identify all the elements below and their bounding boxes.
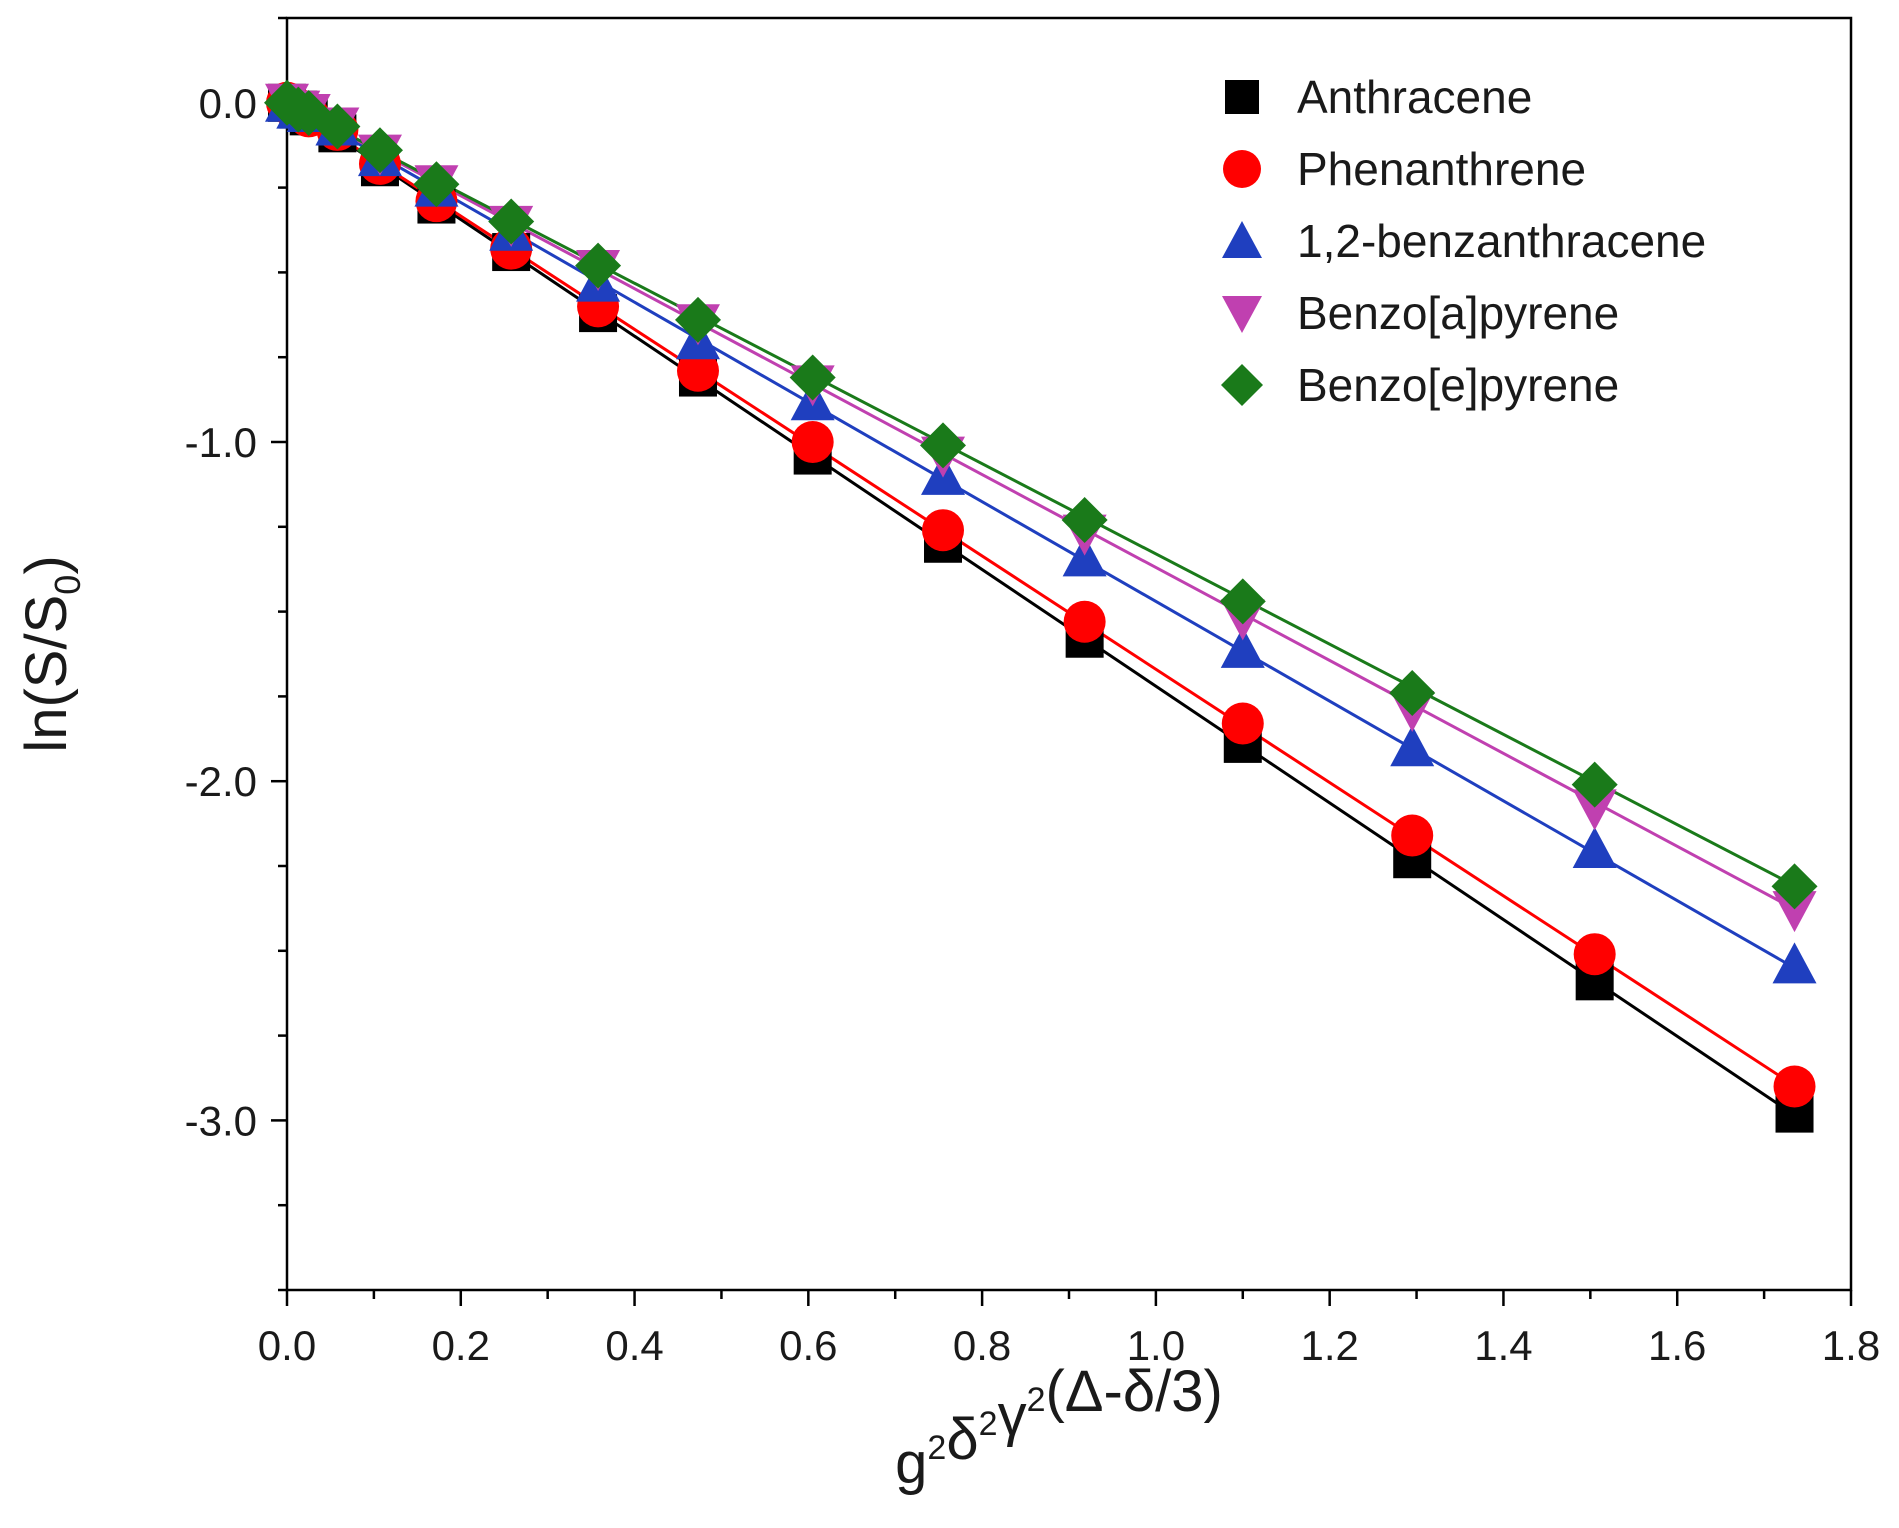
y-tick-label: 0.0 [199, 80, 257, 127]
x-tick-label: 0.0 [258, 1322, 316, 1369]
legend-marker-2 [1223, 150, 1261, 188]
x-tick-label: 1.4 [1474, 1322, 1532, 1369]
data-point-series-2 [1391, 814, 1434, 857]
x-tick-label: 0.6 [779, 1322, 837, 1369]
data-markers [264, 79, 1818, 1133]
x-tick-label: 0.8 [953, 1322, 1011, 1369]
x-tick-label: 1.6 [1648, 1322, 1706, 1369]
legend-label-5: Benzo[e]pyrene [1297, 359, 1619, 411]
data-point-series-3 [1220, 626, 1265, 668]
data-point-series-2 [1063, 600, 1106, 643]
data-point-series-2 [1573, 933, 1616, 976]
data-point-series-5 [314, 103, 361, 150]
data-point-series-5 [920, 422, 967, 469]
legend-label-2: Phenanthrene [1297, 143, 1586, 195]
data-point-series-2 [1221, 702, 1264, 745]
legend-marker-5 [1221, 364, 1263, 406]
data-point-series-3 [1772, 942, 1817, 984]
x-tick-label: 1.0 [1127, 1322, 1185, 1369]
legend-label-1: Anthracene [1297, 71, 1532, 123]
y-axis-title: ln(S/S0) [14, 555, 88, 752]
data-point-series-5 [1061, 497, 1108, 544]
legend-marker-4 [1222, 296, 1262, 333]
fit-line-3 [286, 101, 1796, 970]
data-point-series-5 [1219, 578, 1266, 625]
y-tick-label: -1.0 [185, 419, 257, 466]
y-tick-label: -3.0 [185, 1097, 257, 1144]
data-point-series-5 [413, 161, 460, 208]
x-axis-title: g2δ2γ2(Δ-δ/3) [895, 1359, 1223, 1496]
legend-label-4: Benzo[a]pyrene [1297, 287, 1619, 339]
data-point-series-5 [356, 127, 403, 174]
data-point-series-5 [1389, 670, 1436, 717]
fit-lines [286, 101, 1796, 1117]
x-tick-label: 0.2 [432, 1322, 490, 1369]
y-tick-label: -2.0 [185, 758, 257, 805]
data-point-series-2 [1773, 1065, 1816, 1108]
data-point-series-3 [1572, 827, 1617, 869]
data-point-series-4 [1572, 789, 1617, 831]
legend-marker-3 [1222, 221, 1262, 258]
fit-line-2 [286, 101, 1796, 1087]
legend-label-3: 1,2-benzanthracene [1297, 215, 1706, 267]
data-point-series-5 [1571, 761, 1618, 808]
data-point-series-5 [1771, 863, 1818, 910]
legend: Anthracene Phenanthrene 1,2-benzanthracene… [1221, 71, 1706, 411]
data-point-series-5 [575, 242, 622, 289]
x-tick-label: 1.2 [1300, 1322, 1358, 1369]
fit-line-4 [286, 101, 1796, 911]
legend-marker-1 [1225, 80, 1259, 114]
data-point-series-5 [488, 198, 535, 245]
data-point-series-3 [1062, 535, 1107, 577]
data-point-series-5 [674, 296, 721, 343]
data-point-series-4 [1772, 891, 1817, 933]
data-point-series-2 [791, 421, 834, 463]
fit-line-1 [286, 101, 1796, 1117]
fit-line-5 [286, 101, 1796, 887]
data-point-series-2 [676, 349, 719, 392]
data-point-series-5 [789, 354, 836, 401]
data-point-series-2 [922, 509, 965, 552]
x-tick-label: 1.8 [1822, 1322, 1880, 1369]
data-point-series-3 [1390, 725, 1435, 767]
x-tick-label: 0.4 [605, 1322, 663, 1369]
axes: 0.0 0.2 0.4 0.6 0.8 1.0 1.2 1.4 1.6 1.8 0.0 -1.0 -2.… [14, 16, 1880, 1496]
